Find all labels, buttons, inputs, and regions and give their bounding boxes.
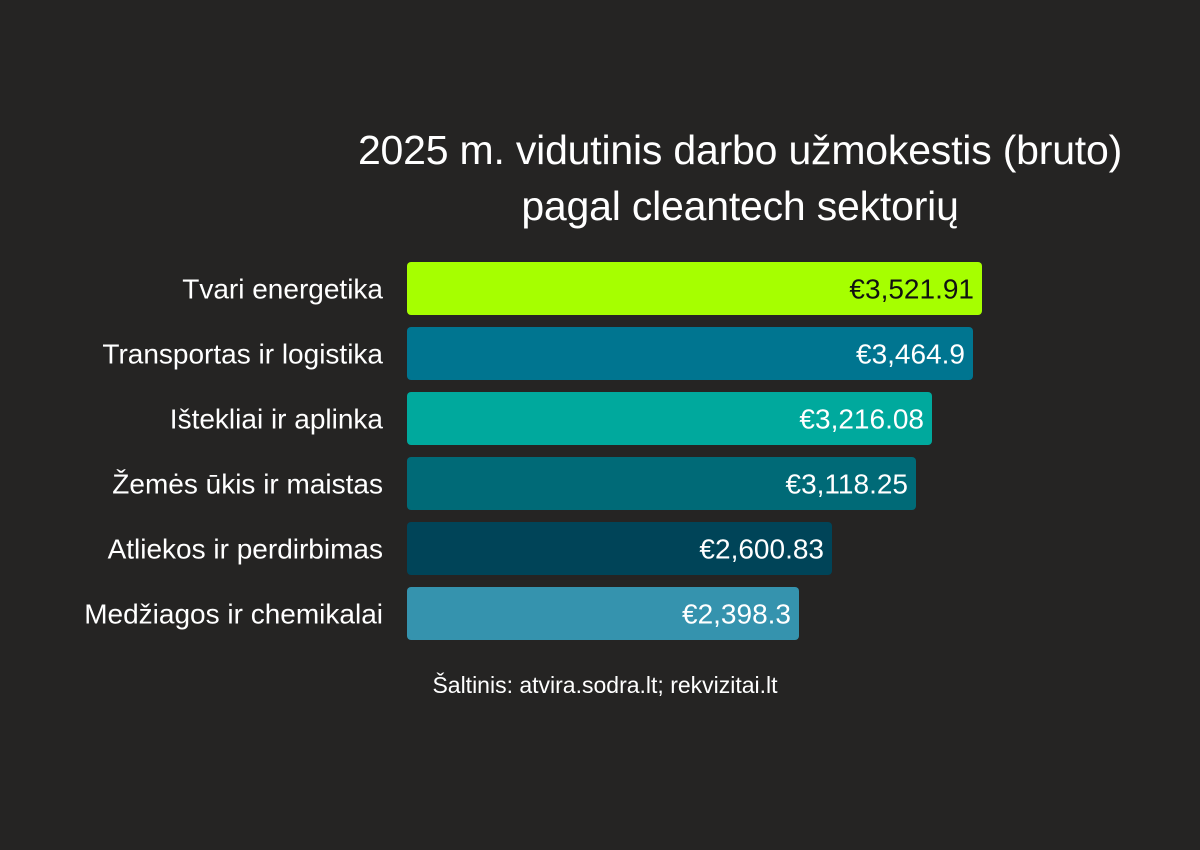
bar	[407, 457, 916, 510]
data-label: €2,398.3	[682, 599, 791, 630]
category-label: Medžiagos ir chemikalai	[84, 599, 383, 630]
category-label: Ištekliai ir aplinka	[170, 404, 384, 435]
category-label: Tvari energetika	[182, 274, 383, 305]
bar	[407, 392, 932, 445]
data-label: €3,464.9	[856, 339, 965, 370]
data-label: €3,521.91	[849, 274, 974, 305]
data-label: €3,118.25	[786, 469, 909, 500]
data-label: €2,600.83	[699, 534, 824, 565]
chart-title: 2025 m. vidutinis darbo užmokestis (brut…	[240, 122, 1200, 234]
bar	[407, 522, 832, 575]
category-label: Atliekos ir perdirbimas	[108, 534, 383, 565]
category-label: Žemės ūkis ir maistas	[112, 469, 383, 500]
source-note: Šaltinis: atvira.sodra.lt; rekvizitai.lt	[432, 672, 778, 698]
category-label: Transportas ir logistika	[102, 339, 383, 370]
chart-title-line-2: pagal cleantech sektorių	[521, 183, 959, 229]
chart-title-line-1: 2025 m. vidutinis darbo užmokestis (brut…	[357, 127, 1123, 173]
bar	[407, 262, 982, 315]
data-label: €3,216.08	[799, 404, 924, 435]
bar	[407, 587, 799, 640]
bar	[407, 327, 973, 380]
